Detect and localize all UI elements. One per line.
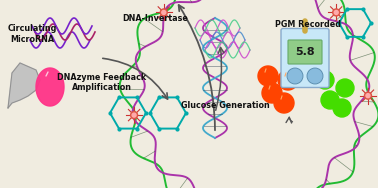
Circle shape	[274, 93, 294, 113]
Circle shape	[364, 92, 372, 99]
Circle shape	[334, 11, 338, 14]
Polygon shape	[36, 68, 64, 106]
Circle shape	[307, 68, 323, 84]
Text: DNAzyme Feedback
Amplification: DNAzyme Feedback Amplification	[57, 73, 147, 92]
Circle shape	[262, 83, 282, 103]
Circle shape	[321, 91, 339, 109]
Circle shape	[333, 9, 340, 16]
FancyBboxPatch shape	[281, 29, 329, 87]
Circle shape	[258, 66, 278, 86]
Text: PGM Recorded: PGM Recorded	[275, 20, 341, 29]
Circle shape	[162, 11, 166, 14]
Circle shape	[130, 112, 138, 119]
FancyBboxPatch shape	[288, 40, 322, 64]
Circle shape	[336, 79, 354, 97]
Text: DNA-Invertase: DNA-Invertase	[122, 14, 188, 23]
Circle shape	[287, 68, 303, 84]
Text: 5.8: 5.8	[295, 47, 315, 57]
Circle shape	[160, 9, 167, 16]
Text: Circulating
MicroRNA: Circulating MicroRNA	[8, 24, 57, 44]
Text: Glucose Generation: Glucose Generation	[181, 101, 269, 110]
Circle shape	[278, 70, 298, 90]
Circle shape	[366, 94, 370, 98]
Circle shape	[132, 113, 136, 117]
Circle shape	[333, 99, 351, 117]
Circle shape	[316, 71, 334, 89]
Polygon shape	[8, 63, 40, 108]
